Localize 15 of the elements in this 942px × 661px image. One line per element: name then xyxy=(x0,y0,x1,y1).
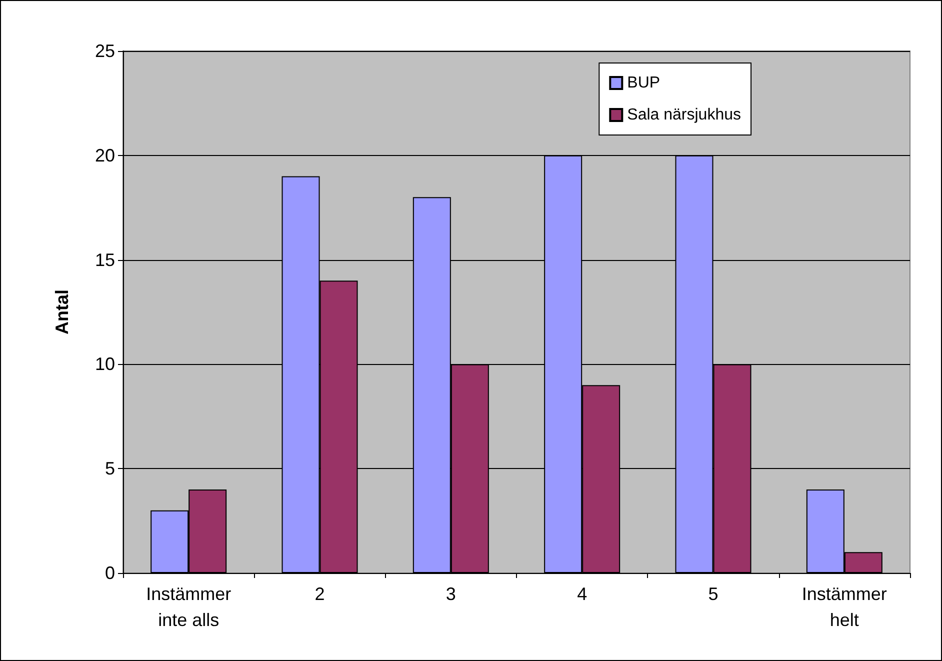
y-tick-label: 25 xyxy=(94,41,115,61)
x-tick-label: 2 xyxy=(314,584,325,604)
y-tick-label: 15 xyxy=(94,250,115,270)
legend-label: Sala närsjukhus xyxy=(627,106,741,124)
x-tick-label: Instämmer inte alls xyxy=(146,584,232,630)
x-tick-label: Instämmer helt xyxy=(802,584,887,630)
y-tick-label: 10 xyxy=(94,354,115,374)
x-tick-label: 5 xyxy=(708,584,718,604)
x-tick-label: 3 xyxy=(446,584,456,604)
x-tick-label: 4 xyxy=(577,584,588,604)
y-tick-label: 20 xyxy=(94,145,115,166)
legend-label: BUP xyxy=(627,74,660,92)
y-axis-title: Antal xyxy=(52,290,72,334)
y-tick-label: 0 xyxy=(104,563,115,583)
y-tick-label: 5 xyxy=(104,458,115,479)
